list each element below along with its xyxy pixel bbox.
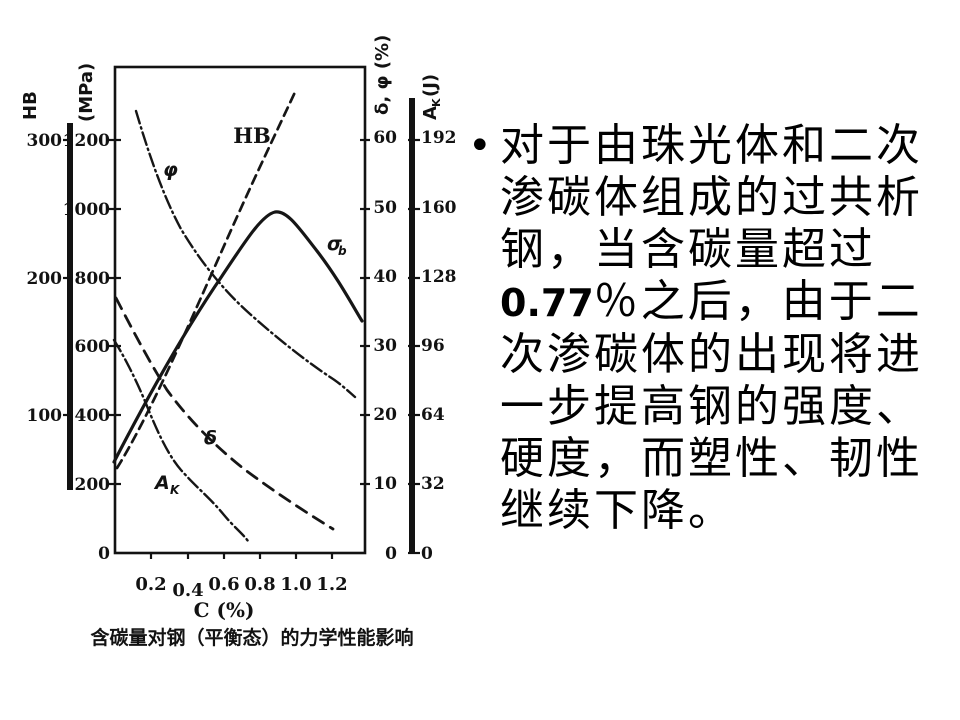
carbon-percentage-value: 0.77 [500, 281, 594, 325]
ak-tick-label: 96 [421, 336, 445, 356]
ak-curve-label-subscript: K [170, 483, 181, 497]
mpa-tick-label: 800 [75, 269, 111, 289]
plot-frame [113, 65, 367, 555]
delta-phi-axis-title: δ, φ (%) [372, 35, 393, 115]
text-line: 继续下降。 [500, 486, 735, 535]
hb-tick-label: 200 [27, 269, 63, 289]
text-line: 钢，当含碳量超过 [500, 225, 876, 274]
text-line-continuation: ％之后，由于二 [593, 277, 923, 326]
hb-tick-label: 100 [27, 406, 63, 426]
x-axis-ticks [149, 553, 334, 559]
hb-tick-label: 300 [27, 131, 63, 151]
delta-phi-tick-label: 50 [373, 198, 397, 218]
delta-phi-tick-label: 10 [373, 474, 397, 494]
ak-tick-label: 64 [421, 405, 445, 425]
x-tick-label: 0.2 [135, 574, 166, 595]
mpa-tick-label: 200 [75, 475, 111, 495]
ak-tick-label: 128 [421, 267, 457, 287]
phi-curve [134, 109, 357, 399]
delta-phi-tick-label: 60 [373, 128, 397, 148]
delta-phi-tick-label: 20 [373, 405, 397, 425]
figure-caption: 含碳量对钢（平衡态）的力学性能影响 [90, 626, 413, 649]
ak-axis-ticks [408, 138, 420, 555]
mpa-axis-ticks [109, 138, 121, 486]
ak-tick-label: 32 [421, 474, 445, 494]
text-line: 对于由珠光体和二次 [500, 121, 923, 170]
mpa-tick-label: 400 [75, 406, 111, 426]
mpa-tick-label: 600 [75, 337, 111, 357]
phi-curve-label: φ [163, 159, 178, 181]
sigma-b-curve-label-subscript: b [338, 244, 347, 258]
hb-axis-ticks [63, 138, 71, 417]
ak-axis-unit: (J) [420, 74, 441, 97]
delta-phi-tick-label: 40 [373, 267, 397, 287]
mpa-tick-label: 1000 [63, 200, 110, 220]
bullet-marker: • [468, 123, 492, 169]
steel-properties-figure: HB (MPa) δ, φ (%) A K (J) 300 200 100 12… [0, 0, 460, 670]
hb-curve [115, 88, 298, 470]
text-line: 0.77％之后，由于二 [500, 276, 954, 329]
delta-phi-tick-label: 30 [373, 336, 397, 356]
x-tick-label: 1.0 [280, 574, 311, 595]
ak-curve-label: A [153, 472, 170, 494]
ak-tick-label: 160 [421, 198, 457, 218]
hb-axis-title: HB [20, 91, 41, 120]
delta-curve [114, 296, 335, 531]
mpa-tick-label: 0 [98, 544, 110, 564]
text-line: 次渗碳体的出现将进 [500, 330, 923, 379]
ak-axis-title-subscript: K [430, 98, 443, 107]
sigma-b-curve-label: σ [327, 233, 342, 255]
sigma-b-curve [112, 210, 364, 464]
ak-tick-label: 0 [421, 544, 433, 564]
delta-curve-label: δ [204, 427, 217, 449]
mpa-axis-title: (MPa) [76, 63, 97, 122]
text-line: 硬度，而塑性、韧性 [500, 434, 923, 483]
bullet-text-panel: • 对于由珠光体和二次 渗碳体组成的过共析 钢，当含碳量超过 0.77％之后，由… [462, 120, 954, 537]
x-tick-label: 0.8 [244, 574, 275, 595]
hb-curve-label: HB [233, 123, 271, 148]
x-tick-label: 0.6 [208, 574, 239, 595]
text-line: 渗碳体组成的过共析 [500, 173, 923, 222]
delta-phi-tick-label: 0 [385, 544, 397, 564]
ak-curve [112, 338, 250, 543]
x-tick-label: 0.4 [172, 580, 203, 601]
mechanical-properties-chart: HB (MPa) δ, φ (%) A K (J) 300 200 100 12… [20, 35, 457, 649]
x-tick-label: 1.2 [316, 574, 347, 595]
mpa-tick-label: 1200 [63, 131, 110, 151]
text-line: 一步提高钢的强度、 [500, 382, 923, 431]
ak-tick-label: 192 [421, 128, 457, 148]
x-axis-label: C (%) [194, 598, 255, 622]
delta-phi-axis-ticks [360, 138, 370, 486]
ak-axis-title: A [420, 106, 441, 120]
